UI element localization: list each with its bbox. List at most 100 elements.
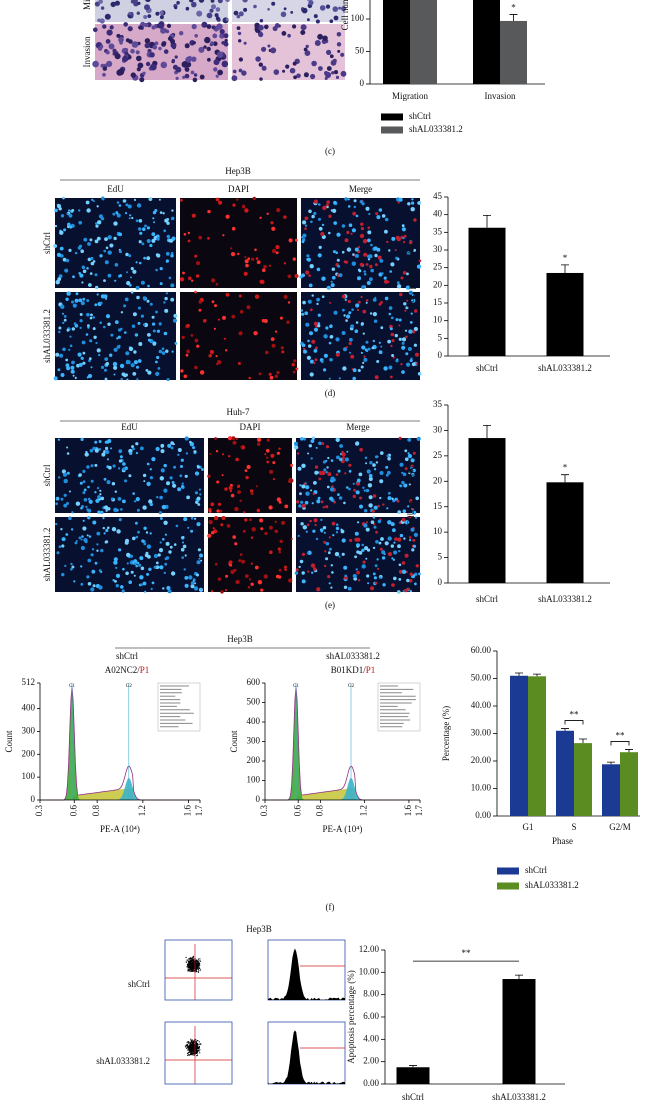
cell: [181, 485, 184, 488]
cell: [299, 484, 302, 487]
cell: [321, 276, 326, 281]
cell: [329, 19, 334, 24]
cell: [59, 246, 64, 251]
cell: [270, 47, 277, 54]
event: [189, 965, 191, 967]
cell: [379, 471, 384, 475]
cell: [184, 474, 188, 478]
event: [197, 962, 199, 964]
cell: [201, 21, 208, 28]
cell: [357, 521, 360, 524]
y-tick-label: 400: [22, 703, 36, 713]
cell: [325, 4, 331, 9]
cell: [369, 312, 373, 315]
event: [191, 960, 193, 962]
cell: [75, 540, 78, 542]
cell: [129, 451, 133, 455]
cell: [304, 224, 308, 227]
cell: [225, 574, 229, 578]
cell: [361, 564, 366, 569]
cell: [90, 313, 93, 317]
cell: [296, 452, 300, 455]
cell: [152, 322, 156, 326]
cell: [171, 481, 175, 484]
cell: [118, 518, 122, 522]
cell: [301, 7, 308, 14]
cell: [142, 505, 147, 510]
cell: [173, 543, 177, 546]
cell: [242, 529, 246, 533]
cell: [128, 39, 133, 44]
cell: [359, 200, 363, 204]
event: [192, 1046, 194, 1048]
cell: [299, 559, 304, 564]
cell: [248, 578, 252, 581]
cell: [191, 56, 197, 62]
cell: [92, 260, 96, 263]
cell: [66, 212, 69, 216]
cell: [122, 199, 126, 203]
cell: [374, 253, 378, 258]
row-label: shCtrl: [42, 232, 52, 255]
y-tick-label: 10: [433, 315, 443, 325]
cell: [92, 446, 96, 451]
event: [198, 966, 200, 968]
cell: [397, 510, 402, 514]
cell: [244, 518, 248, 522]
cell: [331, 71, 335, 75]
significance-bracket: [564, 720, 584, 725]
cell: [114, 580, 117, 583]
cell: [330, 476, 335, 481]
cell: [114, 490, 118, 493]
y-axis-label: Apoptosis percentage (%): [346, 970, 356, 1063]
cell: [376, 215, 381, 220]
event: [196, 960, 198, 962]
cell: [231, 75, 238, 82]
cell: [192, 77, 198, 83]
event: [193, 961, 195, 963]
cell: [390, 344, 393, 348]
cell: [363, 355, 366, 358]
cell: [284, 568, 287, 571]
cell: [314, 40, 321, 46]
cell: [370, 243, 373, 247]
cell: [313, 349, 318, 353]
micrograph: [53, 291, 178, 382]
cell: [70, 365, 75, 370]
cell: [210, 590, 214, 593]
cell: [323, 334, 328, 339]
cell: [311, 339, 316, 344]
cell: [374, 296, 377, 299]
cell: [60, 214, 65, 218]
cell: [400, 363, 403, 366]
cell: [301, 484, 306, 489]
cell: [108, 43, 115, 50]
cell: [408, 290, 413, 295]
micrograph: [94, 0, 230, 24]
cell: [172, 483, 177, 488]
cell: [184, 576, 189, 580]
cell: [403, 537, 406, 540]
cell: [168, 550, 172, 554]
cell: [370, 268, 375, 273]
cell: [294, 274, 299, 278]
y-tick-label: 45: [433, 191, 443, 201]
cell: [79, 481, 83, 485]
cell: [146, 462, 150, 466]
cell: [207, 533, 212, 538]
micrograph: [53, 196, 176, 290]
cell: [368, 503, 373, 508]
cell: [85, 505, 88, 509]
cell: [329, 301, 332, 304]
cell: [338, 555, 341, 558]
cell: [82, 519, 85, 522]
cell: [63, 472, 67, 477]
cell: [250, 582, 254, 586]
cell: [128, 346, 134, 352]
cell: [128, 283, 132, 287]
histogram-s-phase: [265, 787, 420, 800]
cell: [133, 574, 136, 577]
y-tick-label: 5: [438, 552, 443, 562]
cell: [258, 24, 264, 31]
